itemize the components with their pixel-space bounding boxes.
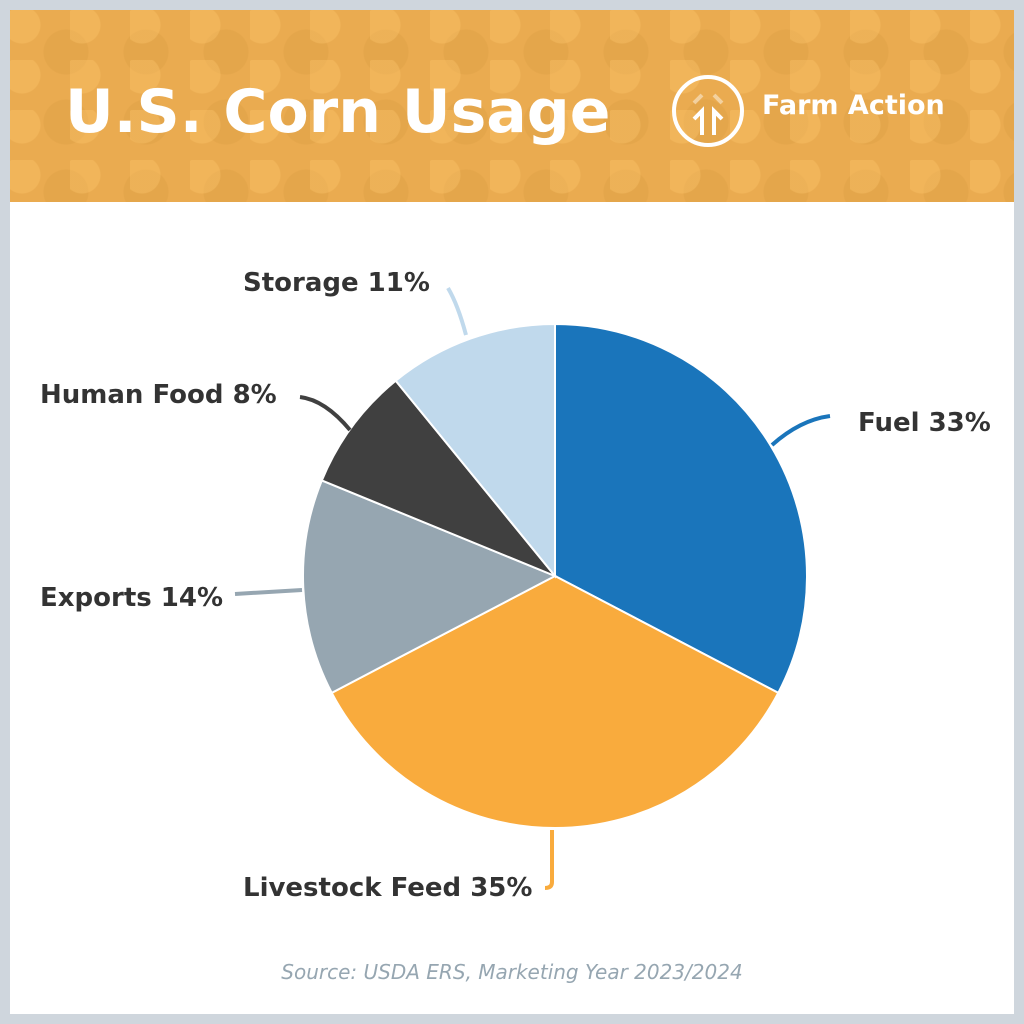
label-human-food: Human Food 8% — [40, 380, 277, 410]
pie-slice-human-food — [320, 379, 556, 577]
pie-slice-fuel — [554, 322, 808, 695]
pie-slice-exports — [302, 479, 558, 695]
source-note: Source: USDA ERS, Marketing Year 2023/20… — [281, 960, 743, 984]
pie-slice-storage — [394, 322, 556, 579]
pie-slice-livestock-feed — [330, 574, 780, 829]
leader-line-storage — [446, 286, 468, 336]
label-storage: Storage 11% — [243, 268, 430, 298]
header-banner: U.S. Corn Usage Farm Action — [10, 10, 1014, 202]
label-exports: Exports 14% — [40, 583, 224, 613]
farm-action-logo-icon — [672, 75, 744, 147]
leader-line-fuel — [770, 414, 831, 447]
brand-name: Farm Action — [762, 90, 945, 121]
leader-line-livestock — [544, 830, 554, 890]
label-livestock-feed: Livestock Feed 35% — [243, 873, 533, 903]
leader-line-human-food — [299, 395, 352, 432]
page-title: U.S. Corn Usage — [65, 77, 611, 147]
leader-line-exports — [234, 588, 303, 596]
label-fuel: Fuel 33% — [858, 408, 991, 438]
infographic-card: U.S. Corn Usage Farm Action — [10, 10, 1014, 1014]
